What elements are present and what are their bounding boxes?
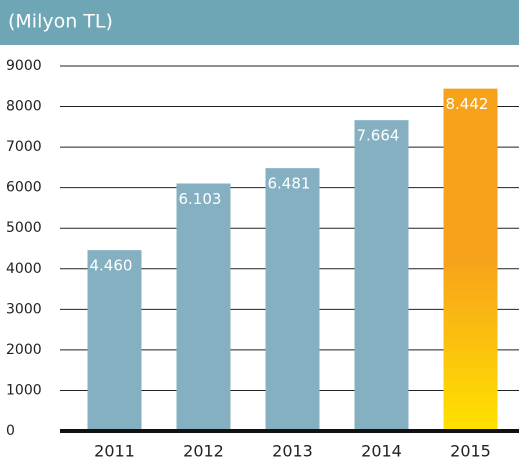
y-tick-label: 9000 (6, 58, 42, 74)
y-tick-label: 2000 (6, 342, 42, 358)
data-label: 4.460 (90, 257, 133, 275)
data-label: 6.481 (268, 175, 311, 193)
x-tick-label: 2015 (450, 442, 491, 461)
y-tick-label: 5000 (6, 220, 42, 236)
y-tick-label: 7000 (6, 139, 42, 155)
x-tick-label: 2013 (272, 442, 313, 461)
header-band (0, 0, 519, 45)
data-label: 6.103 (179, 190, 222, 208)
data-label: 7.664 (357, 127, 400, 145)
y-tick-label: 3000 (6, 301, 42, 317)
y-tick-label: 1000 (6, 382, 42, 398)
x-tick-label: 2012 (183, 442, 224, 461)
x-tick-label: 2014 (361, 442, 402, 461)
y-tick-label: 0 (6, 423, 15, 439)
bar (176, 183, 231, 429)
y-tick-label: 8000 (6, 99, 42, 115)
bar (265, 168, 320, 430)
bar (87, 250, 142, 429)
y-tick-label: 6000 (6, 180, 42, 196)
bar (354, 120, 409, 429)
y-tick-label: 4000 (6, 261, 42, 277)
chart-title: (Milyon TL) (8, 11, 113, 33)
x-tick-label: 2011 (94, 442, 135, 461)
bar (443, 88, 498, 429)
data-label: 8.442 (446, 95, 489, 113)
